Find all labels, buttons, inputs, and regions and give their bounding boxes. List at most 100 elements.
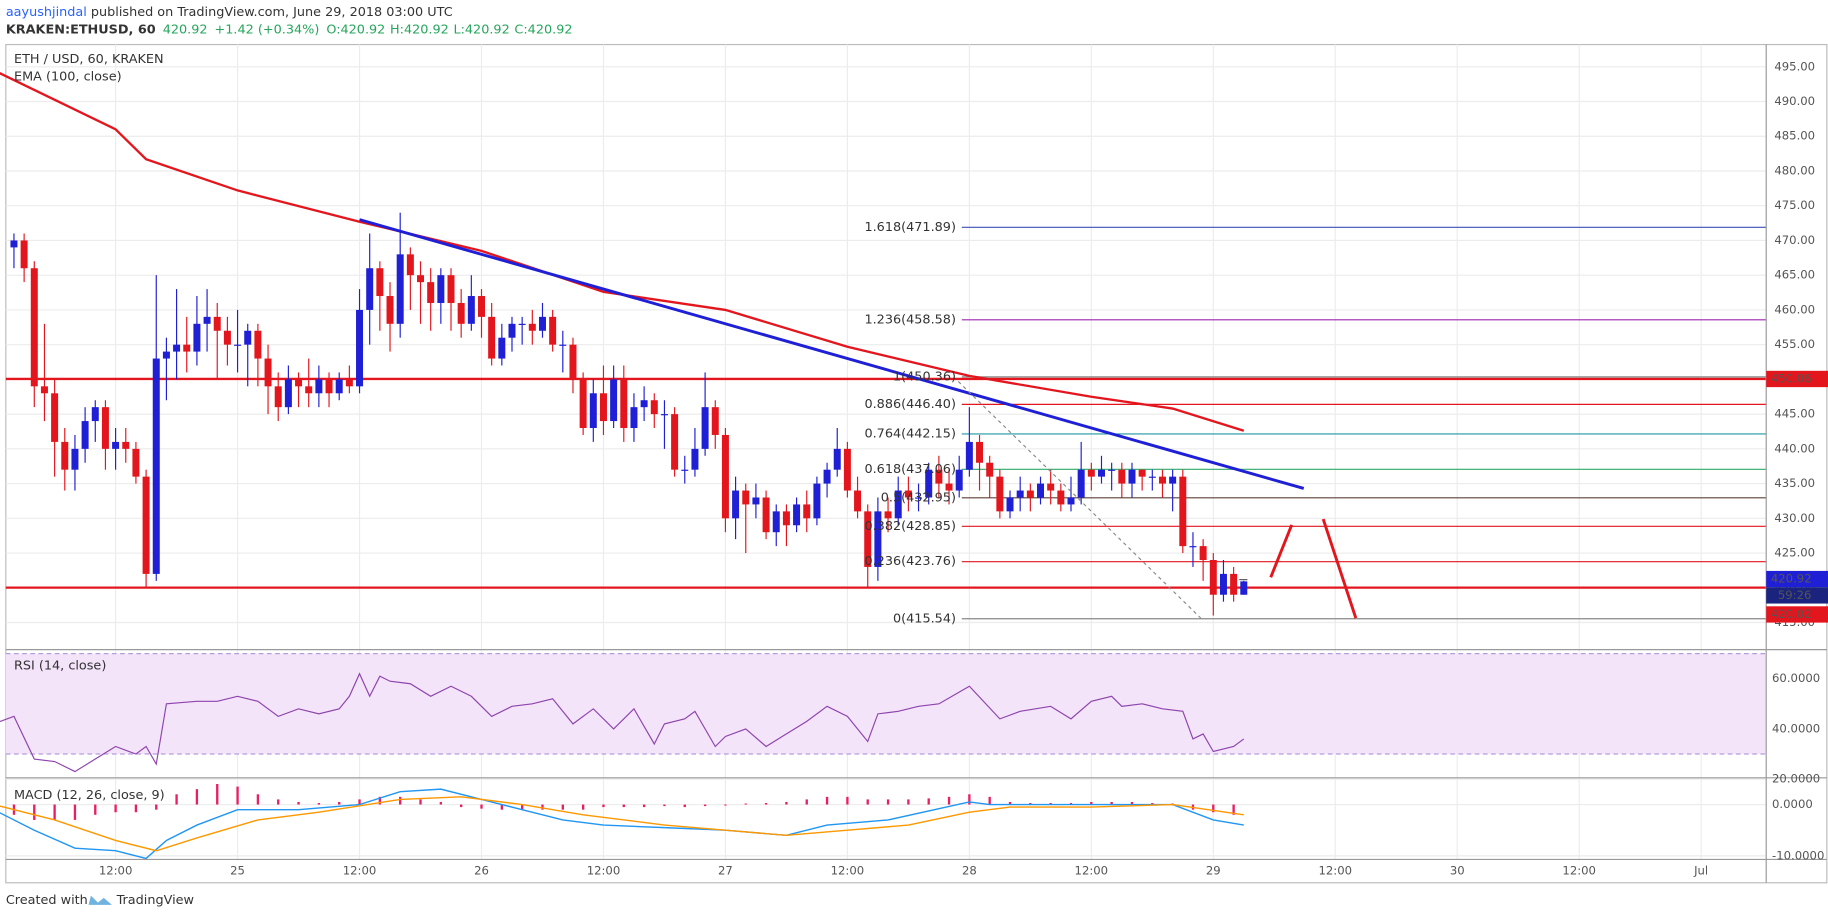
trendline <box>359 218 1305 490</box>
fib-label: 0.764(442.15) <box>864 426 956 441</box>
candle-body <box>122 441 130 449</box>
macd-histogram-bar <box>927 798 930 805</box>
rsi-band <box>5 653 1767 755</box>
y-tick-label: 455.00 <box>1774 337 1815 351</box>
candle-body <box>376 268 384 297</box>
candle-body <box>284 379 292 408</box>
chart-title: ETH / USD, 60, KRAKEN <box>14 52 164 67</box>
quote-line: KRAKEN:ETHUSD, 60 420.92 +1.42 (+0.34%) O:4… <box>6 22 573 37</box>
candle-body <box>986 462 994 477</box>
candle-body <box>81 421 89 449</box>
macd-histogram-bar <box>460 804 463 808</box>
fib-label: 0(415.54) <box>893 611 956 626</box>
macd-histogram-bar <box>866 799 869 805</box>
macd-histogram-bar <box>500 804 503 810</box>
candle-body <box>315 379 323 394</box>
macd-histogram-bar <box>277 799 280 805</box>
candle-body <box>223 330 231 345</box>
macd-histogram-bar <box>338 801 341 805</box>
candle-body <box>1148 476 1156 478</box>
candle-body <box>1016 490 1024 498</box>
macd-histogram-bar <box>256 794 260 805</box>
y-tick-label: 470.00 <box>1774 233 1815 247</box>
candle-body <box>457 302 465 324</box>
candle-body <box>1169 476 1177 484</box>
candle-body <box>1199 546 1207 560</box>
candle-body <box>549 316 557 345</box>
macd-histogram-bar <box>724 804 727 806</box>
macd-histogram-bar <box>399 796 402 805</box>
y-tick-label: 460.00 <box>1774 302 1815 316</box>
candle-body <box>162 351 170 359</box>
candle-body <box>1179 476 1187 547</box>
macd-histogram-bar <box>53 804 56 820</box>
footer-brand[interactable]: TradingView <box>116 893 194 908</box>
candle-body <box>417 275 425 283</box>
candle-body <box>630 407 638 429</box>
candle-body <box>660 414 668 416</box>
candle-body <box>691 448 699 470</box>
candle-body <box>894 490 902 519</box>
fib-label: 1.618(471.89) <box>864 220 956 235</box>
y-tick-label: 490.00 <box>1774 94 1815 108</box>
candle-body <box>1219 573 1227 595</box>
candle-body <box>295 379 303 387</box>
x-tick-label: 29 <box>1206 864 1221 878</box>
candle-body <box>51 393 59 442</box>
macd-histogram-bar <box>1151 803 1154 805</box>
candle-body <box>61 441 69 470</box>
macd-histogram-bar <box>622 804 625 808</box>
x-tick-label: 12:00 <box>831 864 865 878</box>
candle-body <box>569 344 577 380</box>
y-tick-label: 430.00 <box>1774 511 1815 525</box>
macd-histogram-bar <box>561 804 564 810</box>
indicator-label: EMA (100, close) <box>14 70 122 85</box>
candle-body <box>884 511 892 519</box>
candle-body <box>793 504 801 526</box>
fib-label: 0.236(423.76) <box>864 554 956 569</box>
header-line: aayushjindal published on TradingView.co… <box>6 4 453 19</box>
last: 420.92 <box>163 22 208 37</box>
x-tick-label: 30 <box>1450 864 1465 878</box>
fib-label: 0.618(437.06) <box>864 462 956 477</box>
macd-histogram-bar <box>968 794 971 805</box>
x-tick-label: Jul <box>1693 864 1708 878</box>
candle-body <box>234 344 242 346</box>
candle-body <box>101 407 109 449</box>
candle-body <box>782 511 790 526</box>
macd-histogram-bar <box>581 804 585 810</box>
candle-body <box>874 511 882 567</box>
candle-body <box>854 490 862 512</box>
macd-histogram-bar <box>1110 801 1113 805</box>
candle-body <box>650 400 658 415</box>
macd-histogram-bar <box>703 804 707 807</box>
candle-body <box>1006 497 1014 512</box>
candle-body <box>173 344 181 352</box>
countdown-tag <box>1766 587 1828 604</box>
candle-body <box>335 379 343 394</box>
macd-histogram-bar <box>1130 801 1134 805</box>
candle-body <box>1189 546 1197 548</box>
macd-histogram-bar <box>764 803 768 805</box>
footer-created: Created with <box>6 893 88 908</box>
x-tick-label: 12:00 <box>1562 864 1596 878</box>
macd-histogram-bar <box>114 804 117 813</box>
y-tick-label: 440.00 <box>1774 441 1815 455</box>
macd-histogram-bar <box>134 804 138 813</box>
candle-body <box>1128 469 1136 484</box>
macd-histogram-bar <box>1049 803 1052 805</box>
macd-histogram-bar <box>480 804 483 809</box>
high: H:420.92 <box>390 22 449 37</box>
x-tick-label: 12:00 <box>343 864 377 878</box>
candle-body <box>1138 469 1146 477</box>
candle-body <box>559 344 567 346</box>
y-tick-label: 465.00 <box>1774 268 1815 282</box>
candle-body <box>478 296 485 317</box>
author-link[interactable]: aayushjindal <box>6 4 87 19</box>
candle-body <box>437 275 445 303</box>
candle-body <box>579 379 587 429</box>
fib-label: 0.886(446.40) <box>864 397 956 412</box>
macd-histogram-bar <box>236 786 239 805</box>
candle-body <box>396 254 404 324</box>
symbol: KRAKEN:ETHUSD, 60 <box>6 22 156 37</box>
